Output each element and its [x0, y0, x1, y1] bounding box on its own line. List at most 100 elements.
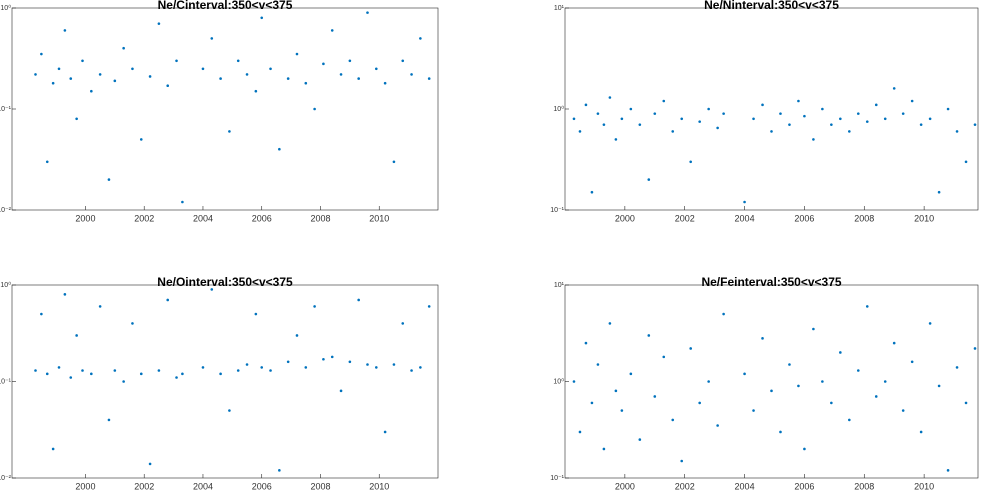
point — [260, 366, 264, 369]
y-tick-label: 10⁰ — [0, 281, 11, 289]
point — [427, 305, 431, 308]
point — [219, 77, 222, 80]
chart-title: Ne/Feinterval:350<v<375 — [701, 275, 841, 289]
point — [357, 77, 360, 80]
x-tick-label: 2006 — [794, 213, 814, 223]
point — [254, 89, 258, 93]
x-tick-label: 2010 — [369, 481, 389, 491]
chart-title: Ne/Ninterval:350<v<375 — [704, 0, 839, 12]
point — [157, 369, 161, 372]
point — [874, 103, 878, 107]
x-tick-label: 2000 — [615, 481, 635, 491]
point — [181, 200, 184, 204]
point — [375, 366, 378, 369]
point — [245, 73, 249, 76]
point — [260, 16, 264, 20]
x-tick-label: 2010 — [914, 213, 934, 223]
point — [680, 117, 684, 121]
point — [928, 117, 932, 121]
point — [689, 160, 692, 164]
point — [910, 99, 914, 103]
point — [629, 372, 633, 376]
point — [883, 117, 887, 121]
point — [946, 469, 950, 472]
point — [45, 372, 49, 376]
y-tick-label: 10⁰ — [553, 105, 564, 113]
point — [322, 357, 325, 361]
y-tick-label: 10⁰ — [0, 4, 11, 12]
point — [698, 401, 701, 405]
x-tick-label: 2008 — [310, 481, 330, 491]
point — [254, 312, 258, 316]
point — [856, 112, 860, 115]
point — [69, 376, 73, 379]
point — [874, 395, 878, 398]
point — [770, 389, 773, 393]
point — [322, 62, 325, 66]
point — [937, 190, 941, 194]
point — [590, 401, 594, 405]
point — [707, 380, 710, 383]
point — [797, 384, 800, 388]
point — [148, 462, 152, 466]
point — [269, 67, 272, 71]
point — [90, 372, 93, 376]
point — [210, 37, 214, 40]
point — [90, 89, 93, 93]
point — [680, 459, 684, 463]
point — [883, 380, 887, 383]
x-tick-label: 2006 — [794, 481, 814, 491]
point — [620, 409, 624, 412]
x-tick-label: 2010 — [914, 481, 934, 491]
point — [578, 130, 582, 133]
y-tick-label: 10⁰ — [553, 377, 564, 385]
point — [761, 103, 764, 107]
point — [608, 96, 612, 99]
point — [590, 190, 594, 194]
point — [865, 120, 869, 123]
point — [139, 372, 143, 376]
point — [57, 67, 61, 71]
point — [278, 469, 281, 472]
point — [107, 418, 111, 422]
point — [689, 347, 692, 350]
point — [830, 401, 833, 405]
point — [638, 123, 642, 126]
point — [375, 67, 378, 71]
point — [410, 369, 413, 372]
y-tick-label: 10⁻¹ — [0, 378, 12, 385]
point — [865, 305, 869, 308]
x-tick-label: 2008 — [854, 213, 874, 223]
point — [339, 73, 343, 76]
point — [295, 52, 299, 56]
point — [166, 298, 170, 302]
point — [647, 334, 651, 337]
point — [348, 59, 352, 63]
x-tick-label: 2004 — [735, 481, 755, 491]
point — [803, 447, 806, 451]
point — [821, 380, 824, 383]
point — [602, 123, 606, 126]
point — [848, 418, 851, 422]
point — [63, 29, 67, 32]
point — [313, 107, 316, 111]
y-tick-label: 10⁻² — [0, 475, 12, 482]
point — [779, 112, 782, 115]
y-tick-label: 10¹ — [554, 282, 565, 289]
point — [722, 112, 725, 115]
x-tick-label: 2006 — [252, 481, 272, 491]
point — [788, 363, 791, 366]
point — [175, 59, 178, 63]
point — [716, 126, 719, 130]
point — [955, 130, 959, 133]
x-tick-label: 2002 — [675, 481, 695, 491]
point — [366, 11, 369, 14]
point — [40, 312, 43, 316]
point — [572, 117, 576, 121]
x-tick-label: 2000 — [75, 213, 95, 223]
point — [131, 67, 134, 71]
point — [821, 107, 824, 111]
point — [919, 430, 923, 434]
point — [113, 79, 117, 83]
point — [647, 178, 651, 181]
